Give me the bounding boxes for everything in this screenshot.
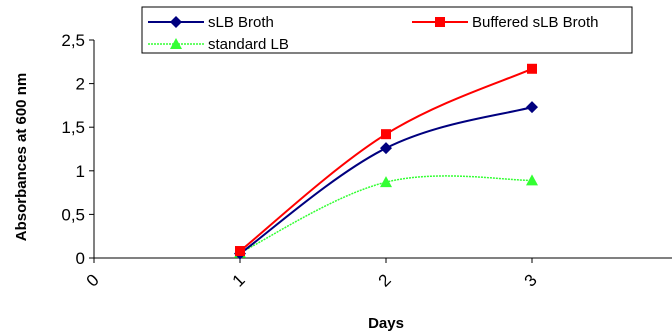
data-point	[527, 63, 537, 74]
y-tick-label: 1	[76, 162, 85, 181]
series-line	[239, 67, 533, 252]
y-tick-label: 2	[76, 75, 85, 94]
data-point	[381, 129, 391, 140]
y-tick-label: 0,5	[61, 205, 85, 224]
legend-box	[141, 6, 633, 54]
axes: 0 0,5 1 1,5 2 2,5 0 1 2 3 4	[61, 31, 672, 291]
data-point	[526, 101, 538, 114]
series-buffered-slb-broth	[235, 63, 537, 257]
legend-label: sLB Broth	[208, 14, 274, 31]
legend-label: Buffered sLB Broth	[472, 14, 598, 31]
legend-swatch-marker	[170, 38, 182, 49]
series-layer	[234, 63, 538, 260]
legend-item: standard LB	[148, 36, 289, 53]
legend-label: standard LB	[208, 36, 289, 53]
legend-item: sLB Broth	[148, 14, 274, 31]
data-point	[526, 174, 538, 186]
data-point	[380, 142, 392, 155]
x-axis-title: Days	[368, 315, 404, 332]
legend: sLB Broth Buffered sLB Broth standard LB	[141, 6, 633, 54]
x-tick-label: 3	[521, 270, 541, 290]
legend-swatch-marker	[170, 16, 182, 28]
x-tick-label: 4	[667, 270, 672, 290]
data-point	[235, 246, 245, 257]
y-axis-title: Absorbances at 600 nm	[13, 73, 30, 241]
y-tick-label: 0	[76, 249, 85, 268]
data-point	[380, 176, 392, 188]
x-tick-label: 2	[375, 270, 395, 290]
x-tick-label: 0	[83, 270, 103, 290]
x-tick-label: 1	[229, 270, 249, 290]
y-tick-label: 1,5	[61, 118, 85, 137]
legend-swatch-marker	[435, 17, 445, 27]
y-tick-label: 2,5	[61, 31, 85, 50]
legend-item: Buffered sLB Broth	[412, 14, 598, 31]
